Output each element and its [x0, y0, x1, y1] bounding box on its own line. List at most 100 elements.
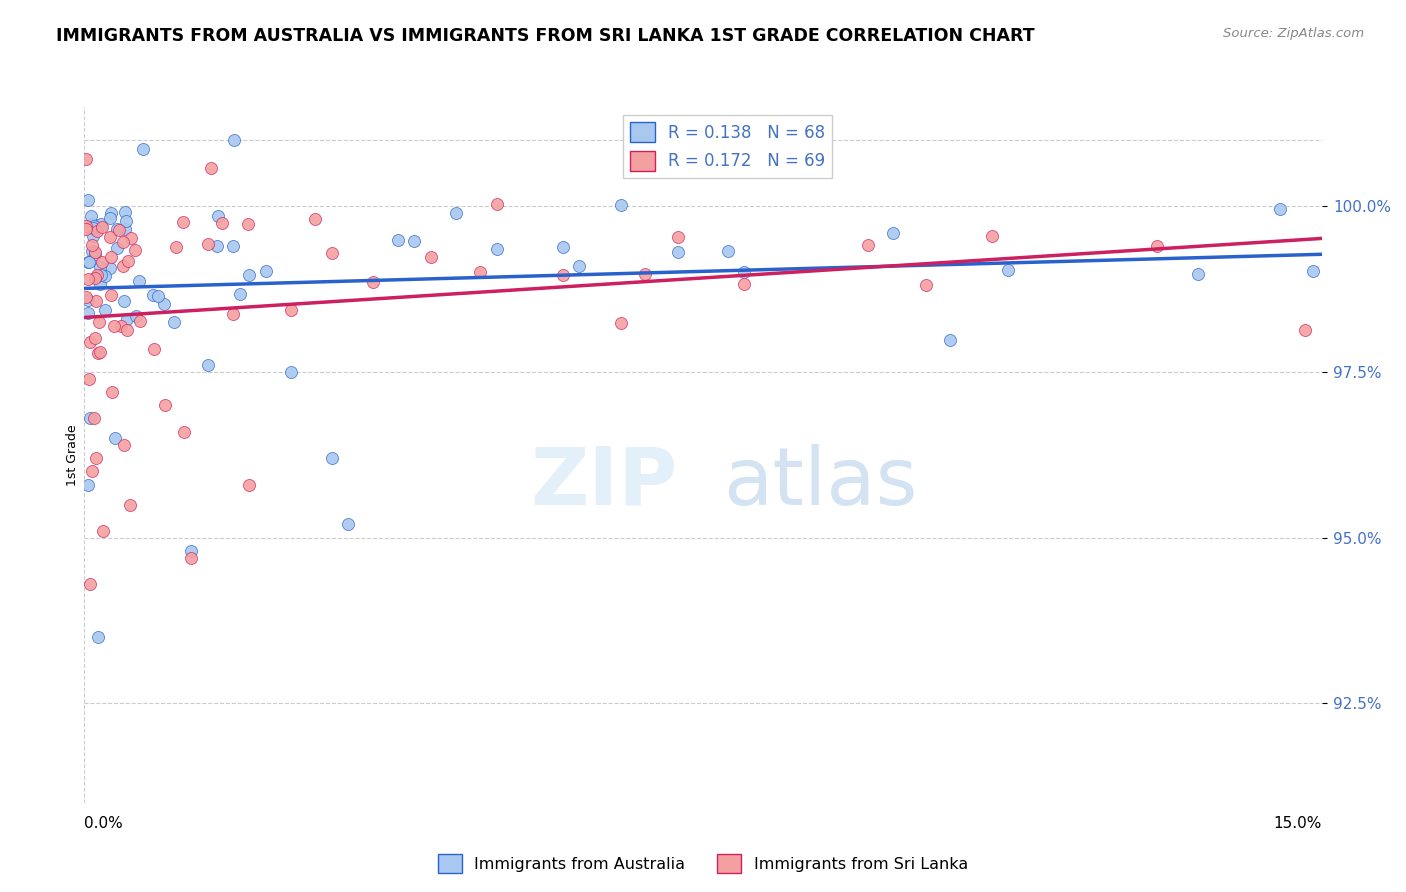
- Point: [128, 314, 150, 328]
- Point: [86, 224, 108, 238]
- Point: [404, 235, 426, 249]
- Point: [142, 343, 165, 357]
- Legend: R = 0.138   N = 68, R = 0.172   N = 69: R = 0.138 N = 68, R = 0.172 N = 69: [623, 115, 832, 178]
- Point: [304, 212, 326, 227]
- Point: [163, 315, 186, 329]
- Point: [200, 161, 222, 176]
- Point: [82, 217, 104, 231]
- Point: [997, 262, 1019, 277]
- Point: [108, 223, 131, 237]
- Point: [82, 238, 104, 252]
- Point: [568, 259, 591, 273]
- Y-axis label: 1st Grade: 1st Grade: [66, 424, 79, 486]
- Point: [86, 630, 108, 644]
- Point: [84, 247, 107, 261]
- Point: [229, 287, 252, 301]
- Point: [551, 240, 574, 254]
- Point: [882, 226, 904, 240]
- Point: [75, 219, 97, 233]
- Point: [280, 302, 302, 317]
- Point: [666, 245, 689, 260]
- Point: [100, 288, 122, 302]
- Point: [83, 411, 105, 425]
- Point: [112, 293, 135, 308]
- Point: [77, 293, 100, 307]
- Point: [155, 398, 177, 412]
- Point: [75, 290, 97, 304]
- Point: [110, 319, 132, 334]
- Point: [551, 268, 574, 283]
- Point: [856, 238, 879, 252]
- Point: [197, 358, 219, 372]
- Point: [222, 307, 245, 321]
- Point: [98, 230, 121, 244]
- Point: [82, 229, 104, 244]
- Text: 0.0%: 0.0%: [84, 816, 124, 831]
- Point: [77, 272, 100, 286]
- Point: [125, 309, 148, 323]
- Point: [280, 365, 302, 379]
- Point: [172, 215, 194, 229]
- Point: [387, 233, 409, 247]
- Point: [100, 205, 122, 219]
- Point: [83, 219, 105, 234]
- Point: [238, 268, 260, 282]
- Point: [77, 255, 100, 269]
- Point: [111, 259, 134, 273]
- Point: [89, 315, 111, 329]
- Point: [1294, 323, 1316, 337]
- Point: [98, 211, 121, 225]
- Point: [112, 438, 135, 452]
- Point: [146, 289, 169, 303]
- Point: [87, 345, 110, 359]
- Text: IMMIGRANTS FROM AUSTRALIA VS IMMIGRANTS FROM SRI LANKA 1ST GRADE CORRELATION CHA: IMMIGRANTS FROM AUSTRALIA VS IMMIGRANTS …: [56, 27, 1035, 45]
- Point: [1302, 264, 1324, 278]
- Point: [609, 198, 631, 212]
- Point: [142, 288, 165, 302]
- Point: [117, 254, 139, 268]
- Point: [470, 265, 492, 279]
- Point: [733, 265, 755, 279]
- Point: [80, 244, 103, 258]
- Point: [75, 222, 97, 236]
- Point: [128, 274, 150, 288]
- Point: [166, 240, 188, 254]
- Point: [86, 268, 108, 283]
- Point: [1146, 238, 1168, 252]
- Point: [634, 267, 657, 281]
- Point: [717, 244, 740, 258]
- Point: [80, 218, 103, 232]
- Point: [238, 477, 260, 491]
- Point: [75, 152, 97, 166]
- Point: [444, 206, 467, 220]
- Text: 15.0%: 15.0%: [1274, 816, 1322, 831]
- Point: [82, 220, 104, 235]
- Point: [118, 498, 141, 512]
- Point: [1187, 267, 1209, 281]
- Point: [89, 217, 111, 231]
- Point: [733, 277, 755, 291]
- Point: [914, 277, 936, 292]
- Point: [236, 218, 259, 232]
- Point: [77, 372, 100, 386]
- Point: [132, 142, 155, 156]
- Point: [91, 524, 114, 538]
- Point: [89, 277, 111, 292]
- Point: [103, 319, 125, 334]
- Point: [419, 250, 441, 264]
- Point: [84, 293, 107, 308]
- Point: [153, 297, 176, 311]
- Point: [207, 209, 229, 223]
- Point: [120, 230, 142, 244]
- Point: [1270, 202, 1292, 216]
- Point: [107, 222, 129, 236]
- Point: [84, 451, 107, 466]
- Point: [117, 323, 139, 337]
- Point: [114, 205, 136, 219]
- Point: [79, 411, 101, 425]
- Point: [79, 335, 101, 350]
- Point: [173, 425, 195, 439]
- Point: [79, 577, 101, 591]
- Point: [609, 317, 631, 331]
- Point: [114, 221, 136, 235]
